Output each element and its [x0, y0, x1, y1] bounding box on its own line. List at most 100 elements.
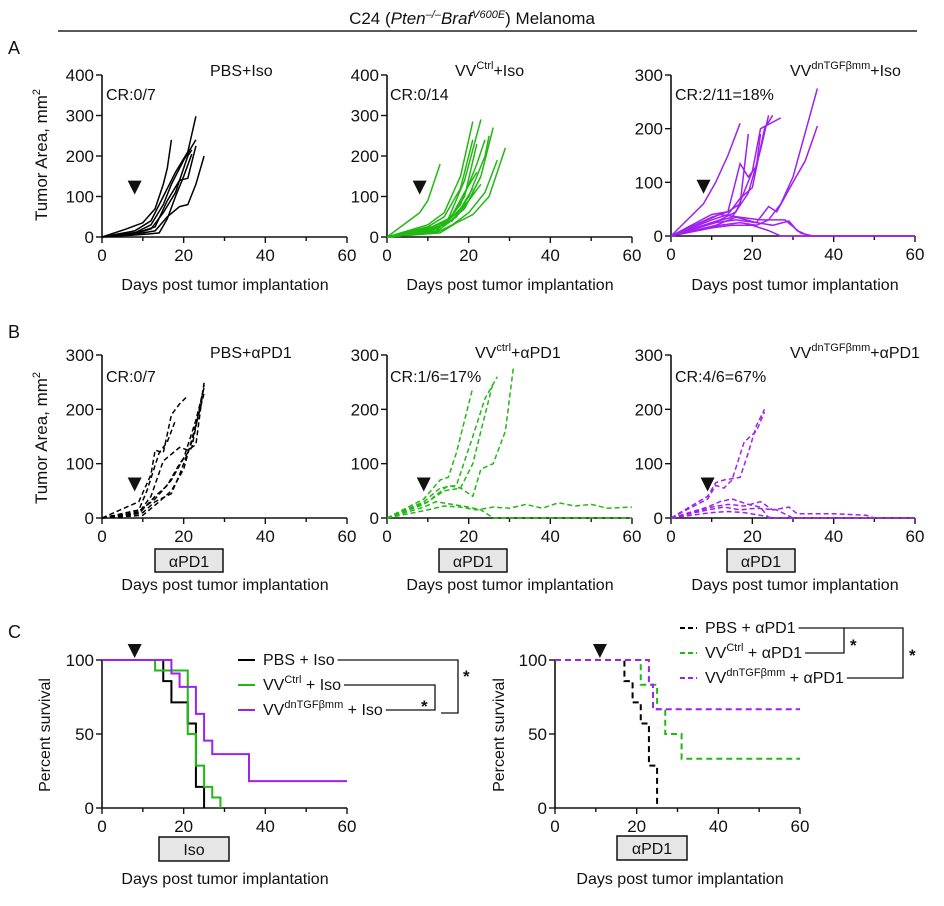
legend-entry: PBS + Iso	[263, 652, 335, 669]
x-tick-label: 60	[338, 817, 357, 836]
x-tick-label: 60	[338, 246, 357, 265]
x-tick-label: 40	[709, 817, 728, 836]
tumor-growth-line	[670, 408, 766, 519]
tumor-growth-line	[670, 133, 750, 237]
x-axis-label-a1: Days post tumor implantation	[121, 277, 328, 294]
y-tick-label: 300	[635, 66, 663, 85]
chart-b3: 0 20 40 60 0 100 200 300 VVdnTGFβmm+αPD1 CR:4/6=6…	[635, 342, 925, 546]
tumor-growth-line	[386, 365, 515, 519]
x-tick-label: 40	[541, 246, 560, 265]
x-tick-label: 40	[256, 817, 275, 836]
x-tick-label: 60	[906, 245, 925, 264]
significance-star: *	[909, 646, 916, 665]
survival-curve	[102, 659, 222, 808]
complete-response-annotation: CR:0/7	[106, 369, 156, 386]
x-axis-label-b2: Days post tumor implantation	[406, 577, 613, 594]
x-tick-label: 20	[743, 245, 762, 264]
tumor-growth-line	[386, 147, 507, 238]
x-axis-label-b1: Days post tumor implantation	[121, 577, 328, 594]
treatment-box-c2: αPD1	[616, 835, 688, 861]
y-tick-label: 300	[635, 346, 663, 365]
tumor-growth-line	[386, 382, 494, 519]
panel-title: PBS+αPD1	[210, 345, 292, 362]
x-tick-label: 60	[623, 246, 642, 265]
x-tick-label: 0	[666, 245, 675, 264]
y-tick-label: 100	[635, 455, 663, 474]
x-tick-label: 20	[459, 246, 478, 265]
x-tick-label: 0	[382, 527, 391, 546]
y-axis-label-survival-right: Percent survival	[491, 678, 508, 792]
x-tick-label: 20	[174, 817, 193, 836]
legend-entry: VVdnTGFβmm + Iso	[263, 699, 383, 719]
x-tick-label: 40	[541, 527, 560, 546]
x-tick-label: 20	[743, 527, 762, 546]
x-axis-label-c2: Days post tumor implantation	[576, 871, 783, 888]
survival-curve	[555, 659, 659, 808]
x-tick-label: 40	[824, 527, 843, 546]
x-tick-label: 0	[382, 246, 391, 265]
y-tick-label: 300	[351, 346, 379, 365]
tumor-growth-line	[386, 502, 633, 519]
tumor-growth-line	[670, 411, 766, 519]
legend-entry: VVCtrl + αPD1	[705, 642, 802, 662]
legend-entry: PBS + αPD1	[705, 620, 796, 637]
treatment-marker-triangle	[412, 180, 427, 195]
tumor-growth-line	[386, 376, 498, 519]
y-tick-label: 0	[85, 228, 94, 247]
treatment-marker-triangle	[416, 477, 431, 492]
x-tick-label: 20	[459, 527, 478, 546]
x-tick-label: 60	[906, 527, 925, 546]
complete-response-annotation: CR:1/6=17%	[390, 369, 481, 386]
significance-bracket	[344, 684, 436, 711]
y-tick-label: 400	[351, 66, 379, 85]
y-tick-label: 0	[370, 228, 379, 247]
y-tick-label: 300	[66, 346, 94, 365]
x-tick-label: 20	[174, 246, 193, 265]
treatment-box-label: αPD1	[741, 554, 781, 571]
y-tick-label: 300	[351, 107, 379, 126]
y-tick-label: 50	[528, 725, 547, 744]
x-tick-label: 40	[256, 527, 275, 546]
panel-label-b: B	[8, 322, 20, 342]
y-tick-label: 100	[66, 188, 94, 207]
tumor-growth-line	[386, 500, 632, 519]
y-tick-label: 100	[635, 173, 663, 192]
y-tick-label: 100	[66, 651, 94, 670]
tumor-growth-line	[101, 384, 205, 519]
tumor-growth-line	[670, 506, 794, 519]
x-axis-label-a2: Days post tumor implantation	[406, 277, 613, 294]
treatment-marker-triangle	[700, 477, 715, 492]
x-tick-label: 40	[824, 245, 843, 264]
significance-star: *	[463, 667, 470, 686]
y-tick-label: 200	[351, 400, 379, 419]
treatment-box-b2: αPD1	[438, 548, 508, 573]
x-tick-label: 0	[97, 527, 106, 546]
tumor-growth-line	[101, 153, 193, 238]
x-tick-label: 0	[97, 246, 106, 265]
treatment-box-label: αPD1	[632, 841, 672, 858]
tumor-growth-line	[101, 382, 205, 519]
tumor-growth-line	[670, 213, 915, 237]
y-tick-label: 100	[351, 188, 379, 207]
y-tick-label: 0	[654, 227, 663, 246]
panel-title: VVdnTGFβmm+Iso	[790, 60, 901, 80]
complete-response-annotation: CR:0/14	[390, 87, 449, 104]
panel-label-c: C	[8, 622, 21, 642]
chart-c1: 0 20 40 60 0 50 100 PBS + Iso VVCtrl + Iso VVdnTG…	[66, 644, 470, 836]
y-tick-label: 0	[538, 799, 547, 818]
x-axis-label-c1: Days post tumor implantation	[121, 871, 328, 888]
y-tick-label: 0	[654, 509, 663, 528]
tumor-growth-line	[670, 219, 810, 237]
y-axis-label-survival-left: Percent survival	[37, 678, 54, 792]
treatment-box-label: Iso	[183, 842, 204, 859]
tumor-growth-line	[386, 135, 490, 238]
tumor-growth-line	[386, 387, 474, 519]
tumor-growth-line	[101, 395, 189, 519]
chart-a2: 0 20 40 60 0 100 200 300 400 VVCtrl+Iso CR:0/14	[351, 60, 642, 265]
x-tick-label: 20	[174, 527, 193, 546]
y-tick-label: 200	[635, 120, 663, 139]
treatment-marker-triangle	[696, 179, 711, 194]
y-tick-label: 0	[85, 509, 94, 528]
tumor-growth-line	[670, 114, 774, 237]
